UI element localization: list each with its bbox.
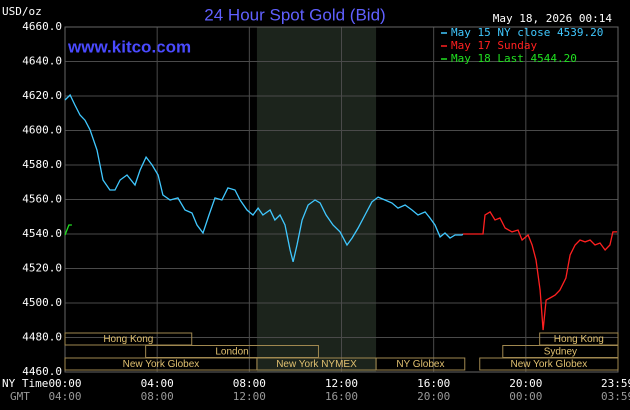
- x2-tick-label: 20:00: [417, 390, 450, 403]
- x2-tick-label: 16:00: [325, 390, 358, 403]
- session-label: New York NYMEX: [276, 359, 357, 370]
- legend-label: May 17 Sunday: [451, 39, 537, 52]
- unit-label: USD/oz: [2, 5, 42, 18]
- y-tick-label: 4560.0: [22, 193, 62, 206]
- x-tick-label: 23:59: [601, 377, 630, 390]
- chart-title: 24 Hour Spot Gold (Bid): [204, 5, 385, 24]
- y-tick-label: 4460.0: [22, 365, 62, 378]
- y-tick-label: 4520.0: [22, 262, 62, 275]
- x2-tick-label: 03:59: [601, 390, 630, 403]
- y-tick-label: 4640.0: [22, 55, 62, 68]
- x-tick-label: 00:00: [48, 377, 81, 390]
- session-box: [375, 357, 466, 371]
- session-label: Hong Kong: [103, 334, 153, 345]
- session-label: Sydney: [544, 347, 577, 358]
- x2-tick-label: 08:00: [141, 390, 174, 403]
- session-label: NY Globex: [396, 359, 444, 370]
- plot-border: [64, 26, 619, 373]
- legend-label: May 18 Last 4544.20: [451, 52, 577, 65]
- session-label: Hong Kong: [554, 334, 604, 345]
- x2-tick-label: 00:00: [509, 390, 542, 403]
- session-label: London: [215, 347, 248, 358]
- y-tick-label: 4620.0: [22, 89, 62, 102]
- session-label: New York Globex: [123, 359, 200, 370]
- site-label: www.kitco.com: [67, 37, 191, 56]
- x-tick-label: 08:00: [233, 377, 266, 390]
- timestamp: May 18, 2026 00:14: [493, 12, 613, 25]
- price-line: [462, 211, 618, 331]
- session-box: [479, 357, 619, 371]
- session-label: New York Globex: [511, 359, 588, 370]
- x-tick-label: 04:00: [141, 377, 174, 390]
- legend-label: May 15 NY close 4539.20: [451, 26, 603, 39]
- session-box: [64, 332, 193, 346]
- price-line: [64, 93, 464, 263]
- x2-tick-label: 04:00: [48, 390, 81, 403]
- x-tick-label: 16:00: [417, 377, 450, 390]
- y-tick-label: 4500.0: [22, 296, 62, 309]
- y-tick-label: 4600.0: [22, 124, 62, 137]
- price-line: [64, 224, 72, 236]
- x2-tick-label: 12:00: [233, 390, 266, 403]
- x2-row-label: GMT: [10, 390, 30, 403]
- y-tick-label: 4580.0: [22, 158, 62, 171]
- y-tick-label: 4660.0: [22, 20, 62, 33]
- x-tick-label: 12:00: [325, 377, 358, 390]
- x-row-label: NY Time: [2, 377, 48, 390]
- y-tick-label: 4480.0: [22, 331, 62, 344]
- y-tick-label: 4540.0: [22, 227, 62, 240]
- x-tick-label: 20:00: [509, 377, 542, 390]
